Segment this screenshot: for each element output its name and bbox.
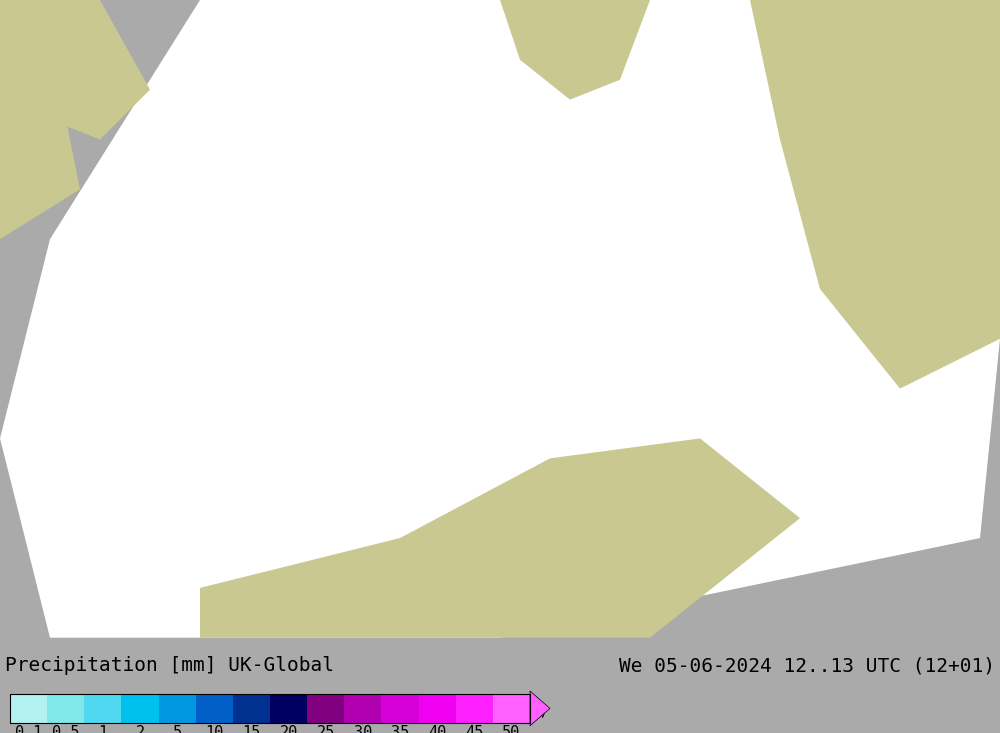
Polygon shape (500, 0, 650, 100)
Text: 50: 50 (502, 725, 521, 733)
Bar (381, 694, 419, 723)
Text: 0.5: 0.5 (52, 725, 79, 733)
Bar (84, 694, 121, 723)
Bar (196, 694, 233, 723)
Bar (419, 694, 456, 723)
Polygon shape (200, 438, 800, 638)
Polygon shape (0, 0, 150, 139)
Text: 35: 35 (391, 725, 409, 733)
Bar (307, 694, 344, 723)
Bar (10, 694, 47, 723)
Bar (10, 694, 530, 723)
Bar (47, 694, 84, 723)
Bar (270, 694, 307, 723)
Text: 0.1: 0.1 (15, 725, 42, 733)
Text: 2: 2 (135, 725, 145, 733)
Polygon shape (750, 0, 1000, 388)
Text: 5: 5 (173, 725, 182, 733)
Bar (233, 694, 270, 723)
Bar (456, 694, 493, 723)
Bar (344, 694, 381, 723)
Text: 40: 40 (428, 725, 446, 733)
Text: 20: 20 (279, 725, 298, 733)
Text: 15: 15 (242, 725, 261, 733)
Text: 1: 1 (98, 725, 107, 733)
Bar (121, 694, 159, 723)
Polygon shape (530, 691, 550, 726)
Text: We 05-06-2024 12..13 UTC (12+01): We 05-06-2024 12..13 UTC (12+01) (619, 656, 995, 675)
Polygon shape (0, 0, 1000, 638)
Text: 45: 45 (465, 725, 483, 733)
Text: Precipitation [mm] UK-Global: Precipitation [mm] UK-Global (5, 656, 334, 675)
Text: 30: 30 (354, 725, 372, 733)
Bar (493, 694, 530, 723)
Polygon shape (0, 0, 120, 239)
Bar (159, 694, 196, 723)
Text: 25: 25 (317, 725, 335, 733)
Text: 10: 10 (205, 725, 223, 733)
